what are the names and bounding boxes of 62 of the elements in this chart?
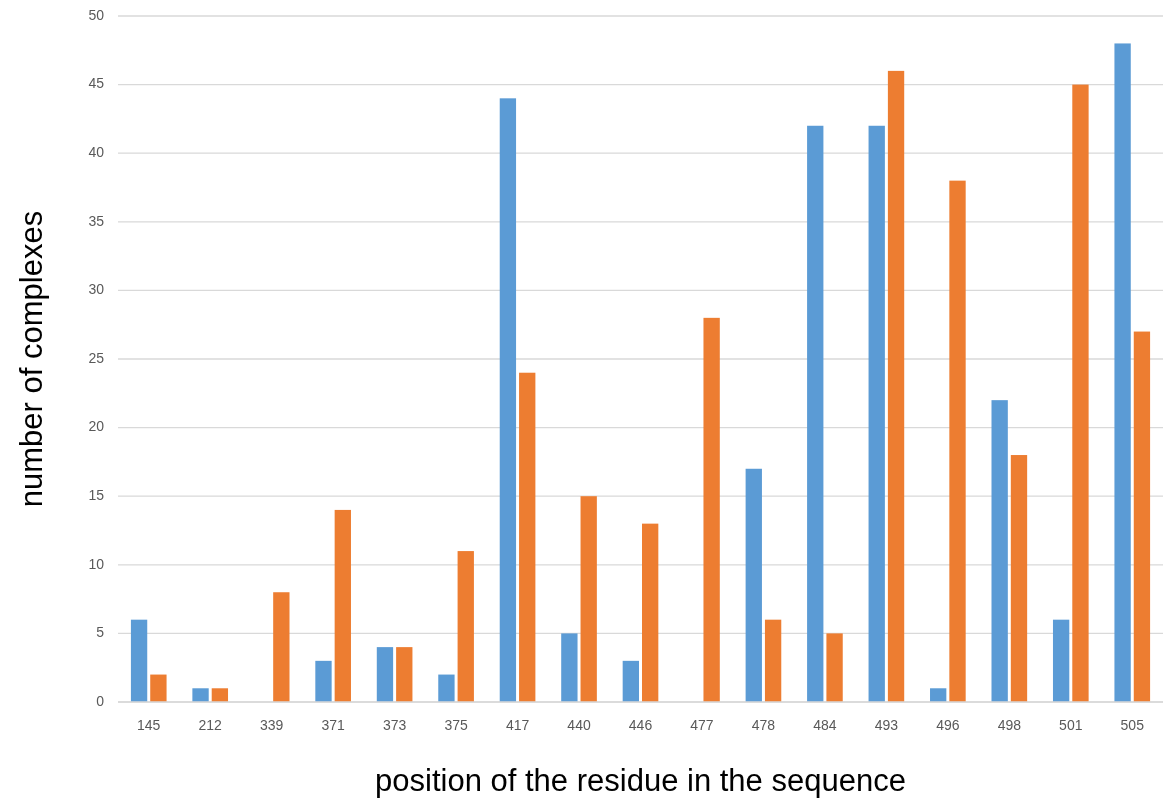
bar bbox=[826, 633, 843, 702]
bar bbox=[703, 317, 720, 702]
x-tick-label: 493 bbox=[874, 717, 899, 733]
x-tick-label: 417 bbox=[505, 717, 530, 733]
bar bbox=[519, 372, 536, 702]
bar bbox=[949, 180, 966, 702]
x-tick-label: 371 bbox=[321, 717, 346, 733]
x-tick-label: 373 bbox=[382, 717, 407, 733]
x-tick-label: 339 bbox=[260, 717, 284, 733]
y-tick-label: 10 bbox=[88, 555, 105, 572]
bar bbox=[130, 619, 148, 702]
bar bbox=[580, 496, 597, 702]
x-tick-label: 440 bbox=[567, 717, 591, 733]
bar bbox=[1133, 331, 1151, 702]
y-tick-label: 0 bbox=[96, 692, 105, 709]
x-tick-label: 145 bbox=[137, 717, 161, 733]
bar bbox=[868, 125, 885, 702]
bar bbox=[745, 468, 762, 702]
y-tick-label: 15 bbox=[88, 486, 105, 503]
x-tick-label: 478 bbox=[751, 717, 776, 733]
bar bbox=[764, 619, 782, 702]
bar bbox=[930, 688, 947, 702]
y-tick-label: 25 bbox=[88, 349, 105, 366]
bar bbox=[376, 647, 394, 702]
bar bbox=[499, 98, 517, 702]
bar bbox=[211, 688, 229, 702]
x-tick-label: 477 bbox=[690, 717, 714, 733]
y-tick-label: 45 bbox=[88, 75, 105, 92]
bar bbox=[150, 674, 167, 702]
bar bbox=[1072, 84, 1089, 702]
y-tick-label: 40 bbox=[88, 143, 105, 160]
bar bbox=[642, 523, 659, 702]
y-tick-label: 30 bbox=[88, 281, 105, 298]
bar bbox=[1114, 43, 1131, 702]
bar bbox=[1052, 619, 1070, 702]
bar bbox=[807, 125, 824, 702]
x-tick-label: 501 bbox=[1059, 717, 1083, 733]
x-tick-label: 484 bbox=[813, 717, 837, 733]
bar bbox=[887, 70, 905, 702]
x-tick-label: 498 bbox=[997, 717, 1022, 733]
bar bbox=[991, 400, 1008, 702]
bar bbox=[438, 674, 455, 702]
bar bbox=[622, 660, 639, 702]
y-axis-title: number of complexes bbox=[14, 210, 49, 508]
y-tick-label: 50 bbox=[88, 6, 105, 23]
bar bbox=[334, 509, 351, 702]
bar bbox=[315, 660, 332, 702]
x-tick-label: 496 bbox=[936, 717, 960, 733]
bar bbox=[192, 688, 209, 702]
x-tick-label: 446 bbox=[628, 717, 653, 733]
x-axis-title: position of the residue in the sequence bbox=[375, 763, 906, 798]
bar bbox=[396, 647, 413, 702]
x-tick-label: 505 bbox=[1120, 717, 1145, 733]
x-tick-label: 212 bbox=[198, 717, 223, 733]
bar bbox=[273, 592, 290, 702]
x-tick-label: 375 bbox=[444, 717, 468, 733]
bar bbox=[1010, 455, 1028, 702]
bar bbox=[457, 551, 474, 702]
bar bbox=[561, 633, 578, 702]
y-tick-label: 35 bbox=[88, 212, 105, 229]
y-tick-label: 20 bbox=[88, 418, 105, 435]
y-tick-label: 5 bbox=[96, 624, 105, 641]
